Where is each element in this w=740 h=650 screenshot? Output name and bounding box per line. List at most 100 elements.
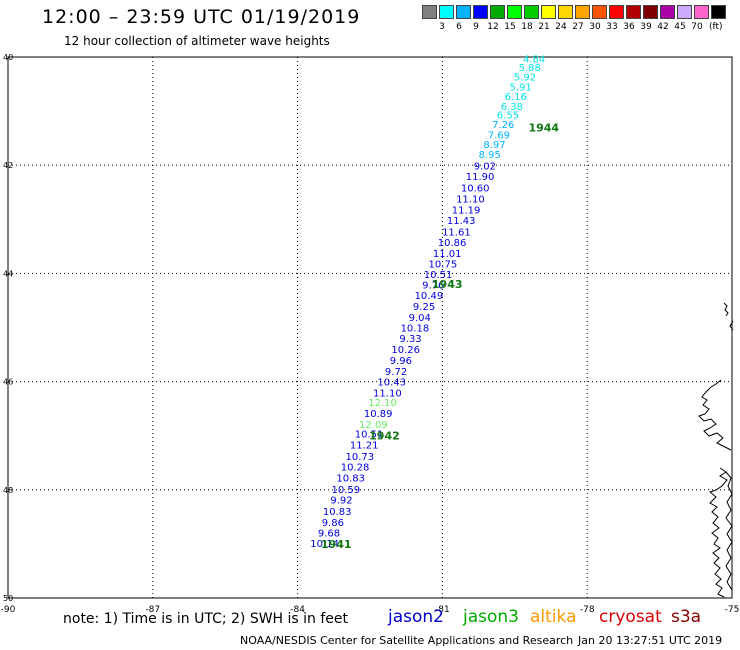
coastline xyxy=(729,320,734,331)
wave-height-label: 10.86 xyxy=(438,238,467,249)
wave-height-label: 11.10 xyxy=(456,194,485,205)
wave-height-label: 5.92 xyxy=(514,73,536,84)
wave-height-label: 4.84 xyxy=(523,55,545,66)
wave-height-label: 10.14 xyxy=(310,539,339,550)
legend-swatch xyxy=(524,5,539,19)
wave-height-label: 11.10 xyxy=(373,389,402,400)
lon-tick-label: -90 xyxy=(1,605,16,615)
lon-tick-label: -78 xyxy=(580,605,595,615)
wave-height-label: 10.60 xyxy=(461,183,490,194)
wave-height-label: 10.73 xyxy=(346,452,375,463)
wave-height-label: 11.01 xyxy=(433,249,462,260)
wave-height-color-legend: 3 6 9 12 15 18 21 24 27 30 33 36 39 42 45 70 (ft) xyxy=(422,5,728,35)
wave-height-label: 9.02 xyxy=(474,161,496,172)
wave-height-label: 5.88 xyxy=(519,63,541,74)
legend-label: 30 xyxy=(589,22,601,32)
wave-height-label: 8.95 xyxy=(479,150,501,161)
wave-height-label: 6.16 xyxy=(505,92,527,103)
wave-height-label: 5.91 xyxy=(509,82,531,93)
wave-height-label: 10.83 xyxy=(323,507,352,518)
legend-label: 36 xyxy=(623,22,635,32)
legend-swatch xyxy=(541,5,556,19)
satellite-altika: altika xyxy=(530,607,577,627)
legend-swatch xyxy=(490,5,505,19)
wave-height-label: 10.28 xyxy=(341,463,370,474)
legend-swatch xyxy=(677,5,692,19)
legend-label: 12 xyxy=(487,22,499,32)
generation-timestamp: Jan 20 13:27:51 UTC 2019 xyxy=(578,634,723,647)
wave-height-label: 10.43 xyxy=(377,378,406,389)
satellite-jason3: jason3 xyxy=(463,607,519,627)
legend-swatch xyxy=(660,5,675,19)
wave-height-label: 10.26 xyxy=(391,345,420,356)
wave-height-label: 9.25 xyxy=(413,302,435,313)
wave-height-label: 9.96 xyxy=(390,356,412,367)
wave-height-label: 12.09 xyxy=(359,420,388,431)
legend-swatch xyxy=(592,5,607,19)
legend-swatch xyxy=(439,5,454,19)
legend-label: 70 xyxy=(691,22,703,32)
wave-height-label: 9.72 xyxy=(385,367,407,378)
wave-height-label: 9.68 xyxy=(318,529,340,540)
coastline xyxy=(723,302,729,317)
satellite-jason2: jason2 xyxy=(388,607,444,627)
legend-label: 3 xyxy=(439,22,445,32)
legend-swatch xyxy=(609,5,624,19)
legend-label: 21 xyxy=(538,22,550,32)
wave-height-label: 10.51 xyxy=(424,270,453,281)
coastline xyxy=(725,471,733,591)
lat-tick-label: 48 xyxy=(3,486,13,495)
lat-tick-label: 44 xyxy=(3,269,13,278)
credit-line: NOAA/NESDIS Center for Satellite Applica… xyxy=(240,634,574,647)
wave-height-label: 11.90 xyxy=(466,172,495,183)
legend-swatch xyxy=(422,5,437,19)
wave-height-label: 11.21 xyxy=(350,440,379,451)
legend-swatch xyxy=(558,5,573,19)
map-frame xyxy=(7,56,733,599)
legend-swatch xyxy=(507,5,522,19)
wave-height-label: 9.76 xyxy=(422,280,444,291)
wave-height-label: 10.59 xyxy=(332,485,361,496)
wave-height-label: 9.04 xyxy=(409,313,431,324)
legend-swatch xyxy=(711,5,726,19)
legend-unit: (ft) xyxy=(709,22,723,32)
coastline xyxy=(698,379,732,451)
lon-tick-label: -75 xyxy=(725,605,740,615)
legend-label: 33 xyxy=(606,22,618,32)
satellite-cryosat: cryosat xyxy=(599,607,662,627)
lon-tick-label: -81 xyxy=(435,605,450,615)
legend-label: 6 xyxy=(456,22,462,32)
time-label: 1943 xyxy=(432,278,463,291)
legend-swatch xyxy=(626,5,641,19)
lat-tick-label: 42 xyxy=(3,161,13,170)
legend-swatch xyxy=(694,5,709,19)
legend-swatch xyxy=(643,5,658,19)
wave-height-label: 10.51 xyxy=(355,430,384,441)
wave-height-label: 8.97 xyxy=(483,140,505,151)
wave-height-label: 10.83 xyxy=(336,473,365,484)
wave-height-label: 12.10 xyxy=(368,398,397,409)
units-note: note: 1) Time is in UTC; 2) SWH is in fe… xyxy=(63,611,349,627)
wave-height-label: 7.69 xyxy=(488,130,510,141)
legend-label: 9 xyxy=(473,22,479,32)
wave-height-label: 10.18 xyxy=(401,324,430,335)
time-label: 1941 xyxy=(321,538,352,551)
wave-height-label: 10.49 xyxy=(415,291,444,302)
coastline xyxy=(708,467,728,598)
legend-label: 15 xyxy=(504,22,516,32)
wave-height-label: 10.75 xyxy=(429,260,458,271)
wave-height-label: 7.26 xyxy=(492,120,514,131)
lat-tick-label: 50 xyxy=(3,594,13,603)
lon-tick-label: -87 xyxy=(145,605,160,615)
time-label: 1944 xyxy=(528,121,559,134)
lat-tick-label: 46 xyxy=(3,378,13,387)
legend-swatch xyxy=(456,5,471,19)
map-subtitle: 12 hour collection of altimeter wave hei… xyxy=(64,34,330,48)
map-title: 12:00 – 23:59 UTC 01/19/2019 xyxy=(42,6,361,28)
wave-height-label: 9.92 xyxy=(330,496,352,507)
wave-height-label: 9.33 xyxy=(399,334,421,345)
legend-label: 18 xyxy=(521,22,533,32)
wave-height-label: 6.38 xyxy=(501,102,523,113)
legend-label: 27 xyxy=(572,22,584,32)
